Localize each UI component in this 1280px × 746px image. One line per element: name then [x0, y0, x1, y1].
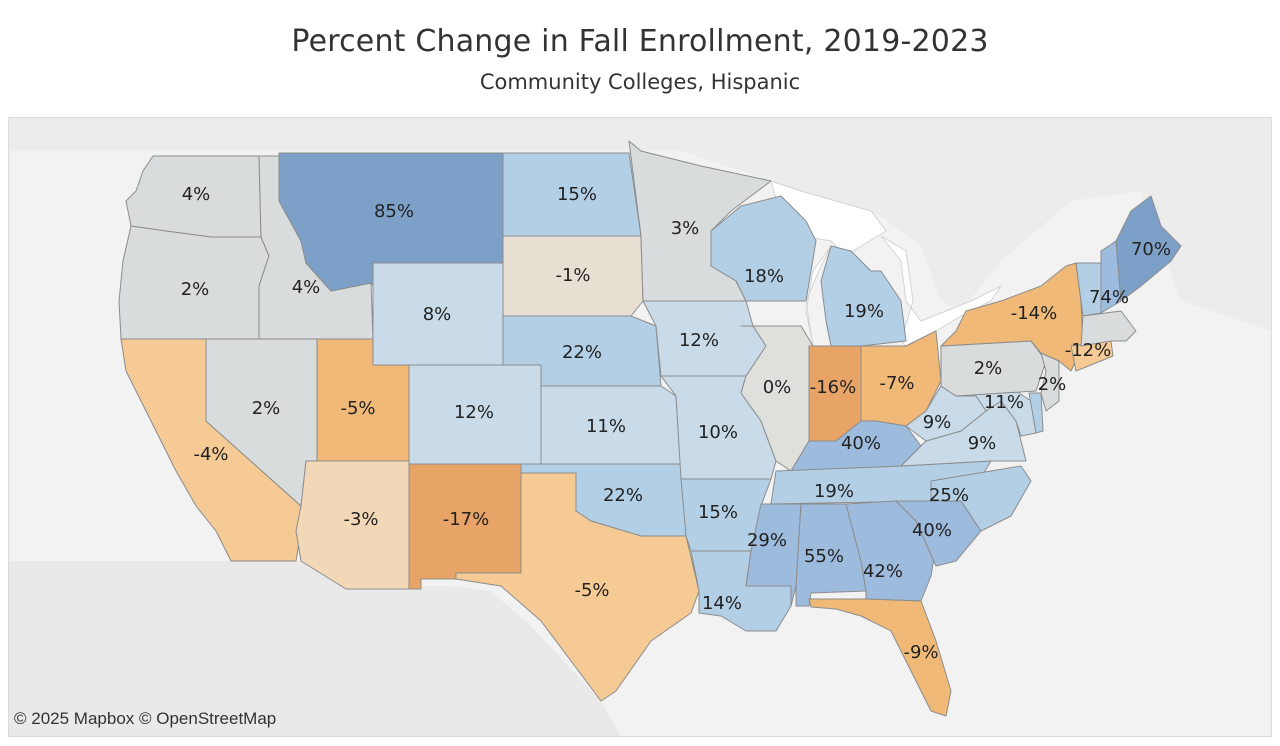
state-TX[interactable]: [455, 472, 700, 702]
label-FL: -9%: [903, 642, 938, 663]
label-AL: 55%: [804, 546, 844, 567]
choropleth-map[interactable]: 4% 2% -4% 4% 2% 85% 8% -5% -3% 12% -17% …: [8, 117, 1272, 737]
state-ME[interactable]: [1115, 195, 1182, 302]
state-NC[interactable]: [930, 465, 1032, 532]
label-AZ: -3%: [343, 509, 378, 530]
state-SD[interactable]: [502, 235, 644, 317]
label-CT: -12%: [1065, 340, 1112, 361]
label-MS: 29%: [747, 530, 787, 551]
label-NJ: 2%: [1038, 374, 1067, 395]
label-MI: 19%: [844, 301, 884, 322]
label-AR: 15%: [698, 502, 738, 523]
state-IL[interactable]: [740, 325, 814, 472]
state-MA[interactable]: [1080, 310, 1137, 347]
map-svg: 4% 2% -4% 4% 2% 85% 8% -5% -3% 12% -17% …: [9, 118, 1271, 736]
label-PA: 2%: [974, 358, 1003, 379]
label-ND: 15%: [557, 184, 597, 205]
label-NE: 22%: [562, 342, 602, 363]
label-NH: 74%: [1089, 287, 1129, 308]
label-KY: 40%: [841, 433, 881, 454]
label-TN: 19%: [814, 481, 854, 502]
map-attribution[interactable]: © 2025 Mapbox © OpenStreetMap: [14, 709, 277, 728]
label-IL: 0%: [763, 377, 792, 398]
label-VA: 9%: [968, 433, 997, 454]
label-WA: 4%: [182, 184, 211, 205]
label-OH: -7%: [879, 373, 914, 394]
label-WV: 9%: [923, 412, 952, 433]
label-CO: 12%: [454, 402, 494, 423]
map-subtitle: Community Colleges, Hispanic: [479, 70, 801, 94]
label-CA: -4%: [193, 444, 228, 465]
label-OR: 2%: [181, 279, 210, 300]
label-TX: -5%: [574, 580, 609, 601]
label-NC: 25%: [929, 485, 969, 506]
label-SC: 40%: [912, 520, 952, 541]
label-NY: -14%: [1011, 303, 1058, 324]
label-SD: -1%: [555, 265, 590, 286]
state-DE[interactable]: [1028, 392, 1044, 434]
label-IA: 12%: [679, 330, 719, 351]
label-NM: -17%: [443, 509, 490, 530]
label-LA: 14%: [702, 593, 742, 614]
label-ID: 4%: [292, 277, 321, 298]
label-IN: -16%: [810, 377, 857, 398]
label-MT: 85%: [374, 201, 414, 222]
label-NV: 2%: [252, 398, 281, 419]
map-title: Percent Change in Fall Enrollment, 2019-…: [291, 24, 989, 59]
label-ME: 70%: [1131, 239, 1171, 260]
state-FL[interactable]: [808, 598, 952, 717]
label-UT: -5%: [340, 398, 375, 419]
label-MN: 3%: [671, 218, 700, 239]
label-GA: 42%: [863, 561, 903, 582]
state-WI[interactable]: [710, 195, 817, 302]
state-MI[interactable]: [820, 245, 907, 347]
label-KS: 11%: [586, 416, 626, 437]
label-MO: 10%: [698, 422, 738, 443]
label-OK: 22%: [603, 485, 643, 506]
mexico-land: [9, 561, 621, 736]
canada-land: [9, 118, 1271, 331]
label-WI: 18%: [744, 266, 784, 287]
label-WY: 8%: [423, 304, 452, 325]
state-MD[interactable]: [955, 390, 1037, 437]
label-MD: 11%: [984, 392, 1024, 413]
